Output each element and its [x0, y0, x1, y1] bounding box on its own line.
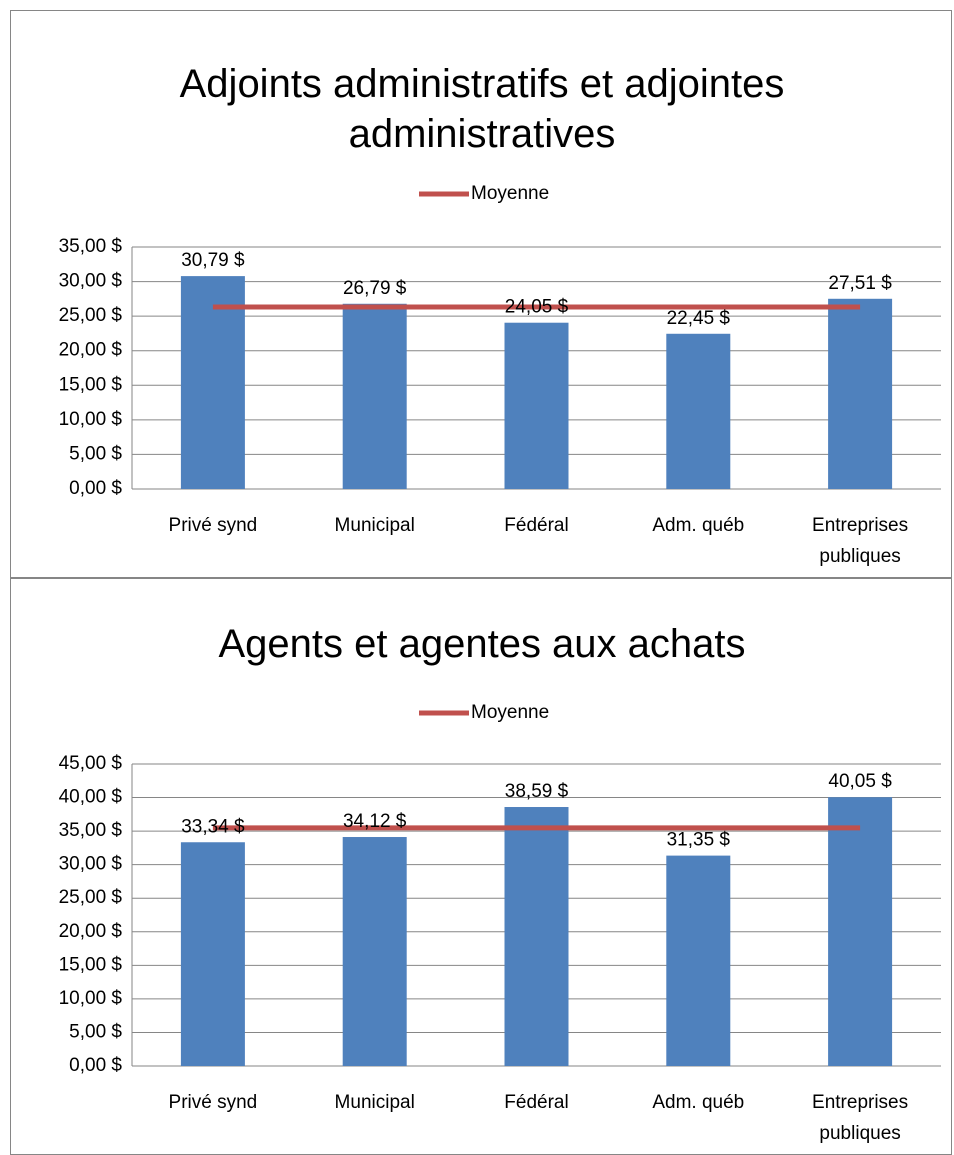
x-tick-label: Fédéral [504, 515, 569, 536]
bar [504, 807, 569, 1066]
bar [342, 837, 407, 1066]
plot: 0,00 $ 5,00 $ 10,00 $ 15,00 $ 20,00 $ 25,00 $… [59, 183, 941, 499]
y-tick-label: 20,00 $ [59, 921, 123, 942]
value-label: 40,05 $ [828, 771, 892, 792]
legend-label: Moyenne [471, 702, 549, 723]
x-tick-label: Adm. québ [652, 1092, 745, 1113]
bar [666, 855, 731, 1066]
value-label: 22,45 $ [667, 308, 731, 329]
value-label: 38,59 $ [505, 781, 569, 802]
y-tick-label: 30,00 $ [59, 271, 123, 292]
y-tick-label: 10,00 $ [59, 988, 123, 1009]
y-tick-label: 0,00 $ [69, 478, 122, 499]
value-label: 26,79 $ [343, 278, 407, 299]
chart-title: Adjoints administratifs et adjointes adm… [179, 62, 785, 156]
bar [828, 298, 893, 489]
legend-label: Moyenne [471, 183, 549, 204]
x-tick-label: Fédéral [504, 1092, 569, 1113]
value-label: 31,35 $ [667, 830, 731, 851]
y-tick-label: 25,00 $ [59, 305, 123, 326]
y-tick-label: 20,00 $ [59, 340, 123, 361]
y-tick-label: 35,00 $ [59, 236, 123, 257]
y-tick-label: 35,00 $ [59, 820, 123, 841]
x-tick-label: Adm. québ [652, 515, 745, 536]
bar [828, 797, 893, 1066]
chart: Agents et agentes aux achats 0,00 $ 5,00 $… [10, 578, 952, 1155]
plot: 0,00 $ 5,00 $ 10,00 $ 15,00 $ 20,00 $ 25,00 $… [59, 702, 941, 1076]
y-tick-label: 0,00 $ [69, 1055, 122, 1076]
bar [342, 303, 407, 489]
chart: Adjoints administratifs et adjointes adm… [10, 10, 952, 578]
y-tick-label: 5,00 $ [69, 1021, 122, 1042]
x-tick-label: Entreprises publiques [812, 515, 909, 567]
y-tick-label: 10,00 $ [59, 409, 123, 430]
x-tick-label: Privé synd [168, 515, 258, 536]
y-tick-label: 25,00 $ [59, 887, 123, 908]
y-tick-label: 30,00 $ [59, 854, 123, 875]
value-label: 30,79 $ [181, 250, 245, 271]
bar [666, 333, 731, 489]
y-tick-label: 40,00 $ [59, 787, 123, 808]
bar [180, 276, 245, 489]
chart-title: Agents et agentes aux achats [218, 622, 746, 666]
y-tick-label: 15,00 $ [59, 374, 123, 395]
bar [180, 842, 245, 1066]
y-tick-label: 45,00 $ [59, 753, 123, 774]
value-label: 24,05 $ [505, 297, 569, 318]
y-tick-label: 5,00 $ [69, 443, 122, 464]
x-tick-label: Municipal [334, 1092, 415, 1113]
value-label: 33,34 $ [181, 816, 245, 837]
value-label: 27,51 $ [828, 273, 892, 294]
value-label: 34,12 $ [343, 811, 407, 832]
y-tick-label: 15,00 $ [59, 954, 123, 975]
x-tick-label: Entreprises publiques [812, 1092, 909, 1144]
x-tick-label: Privé synd [168, 1092, 258, 1113]
x-tick-label: Municipal [334, 515, 415, 536]
bar [504, 322, 569, 489]
